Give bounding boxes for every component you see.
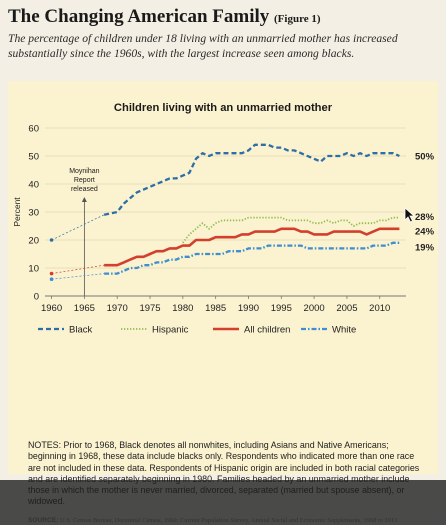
x-tick-label: 2005 (336, 303, 357, 314)
y-tick-label: 40 (28, 180, 39, 191)
x-tick-label: 1970 (107, 303, 128, 314)
mouse-pointer-icon (404, 207, 416, 223)
annotation-label: released (71, 186, 98, 193)
all-children-end-label: 24% (415, 226, 435, 237)
all-children-gap-connector (51, 264, 105, 274)
legend-label-hispanic: Hispanic (152, 325, 189, 336)
figure-label: (Figure 1) (274, 13, 321, 25)
all-children-1960-point (49, 271, 54, 276)
figure-panel: Children living with an unmarried mother… (8, 81, 438, 524)
source-text: U.S. Census Bureau, Decennial Census, 19… (60, 517, 398, 524)
source-label: SOURCE: (28, 517, 59, 524)
black-1960-point (49, 238, 54, 242)
white-1960-point (49, 277, 54, 281)
x-tick-label: 1980 (172, 303, 193, 314)
title-text: The Changing American Family (8, 6, 270, 27)
annotation-label: Report (74, 177, 95, 184)
y-tick-label: 20 (28, 236, 39, 247)
x-tick-label: 1975 (139, 303, 160, 314)
notes-text: NOTES: Prior to 1968, Black denotes all … (28, 440, 420, 507)
y-tick-label: 60 (28, 124, 39, 135)
y-tick-label: 10 (28, 264, 39, 275)
x-tick-label: 1995 (271, 303, 292, 314)
line-chart: Children living with an unmarried mother… (12, 102, 435, 336)
source-note: SOURCE: U.S. Census Bureau, Decennial Ce… (28, 517, 428, 525)
chart-title: Children living with an unmarried mother (114, 102, 333, 114)
y-axis-label: Percent (12, 197, 22, 227)
legend-label-all-children: All children (244, 325, 290, 336)
page-title: The Changing American Family (Figure 1) (8, 6, 438, 28)
white-end-label: 19% (415, 242, 435, 253)
x-tick-label: 1985 (205, 303, 226, 314)
x-tick-label: 1965 (74, 303, 95, 314)
x-tick-label: 1960 (41, 303, 62, 314)
hispanic-end-label: 28% (415, 212, 435, 223)
annotation-arrow (81, 197, 87, 202)
x-tick-label: 2010 (369, 303, 390, 314)
legend-label-black: Black (69, 325, 92, 336)
black-series-line (103, 143, 400, 216)
hispanic-series-line (182, 216, 400, 244)
white-series-line (104, 241, 400, 275)
x-tick-label: 2000 (304, 303, 325, 314)
white-gap-connector (51, 273, 105, 280)
y-tick-label: 30 (28, 208, 39, 219)
legend-label-white: White (332, 325, 356, 336)
all-children-series-line (104, 227, 400, 267)
page-subtitle: The percentage of children under 18 livi… (8, 32, 398, 60)
y-tick-label: 50 (28, 152, 39, 163)
y-tick-label: 0 (34, 292, 39, 303)
x-tick-label: 1990 (238, 303, 259, 314)
annotation-label: Moynihan (69, 168, 99, 175)
black-gap-connector (51, 214, 105, 241)
header: The Changing American Family (Figure 1) … (8, 6, 438, 61)
black-end-label: 50% (415, 152, 435, 163)
